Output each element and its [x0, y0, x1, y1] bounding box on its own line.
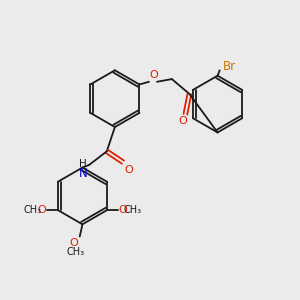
- Text: O: O: [118, 205, 127, 215]
- Text: O: O: [38, 205, 46, 215]
- Text: O: O: [149, 70, 158, 80]
- Text: Br: Br: [223, 60, 236, 73]
- Text: O: O: [178, 116, 187, 125]
- Text: CH₃: CH₃: [23, 205, 42, 215]
- Text: H: H: [79, 158, 87, 169]
- Text: CH₃: CH₃: [123, 205, 141, 215]
- Text: O: O: [124, 165, 133, 175]
- Text: CH₃: CH₃: [67, 247, 85, 257]
- Text: O: O: [70, 238, 78, 248]
- Text: N: N: [80, 167, 88, 180]
